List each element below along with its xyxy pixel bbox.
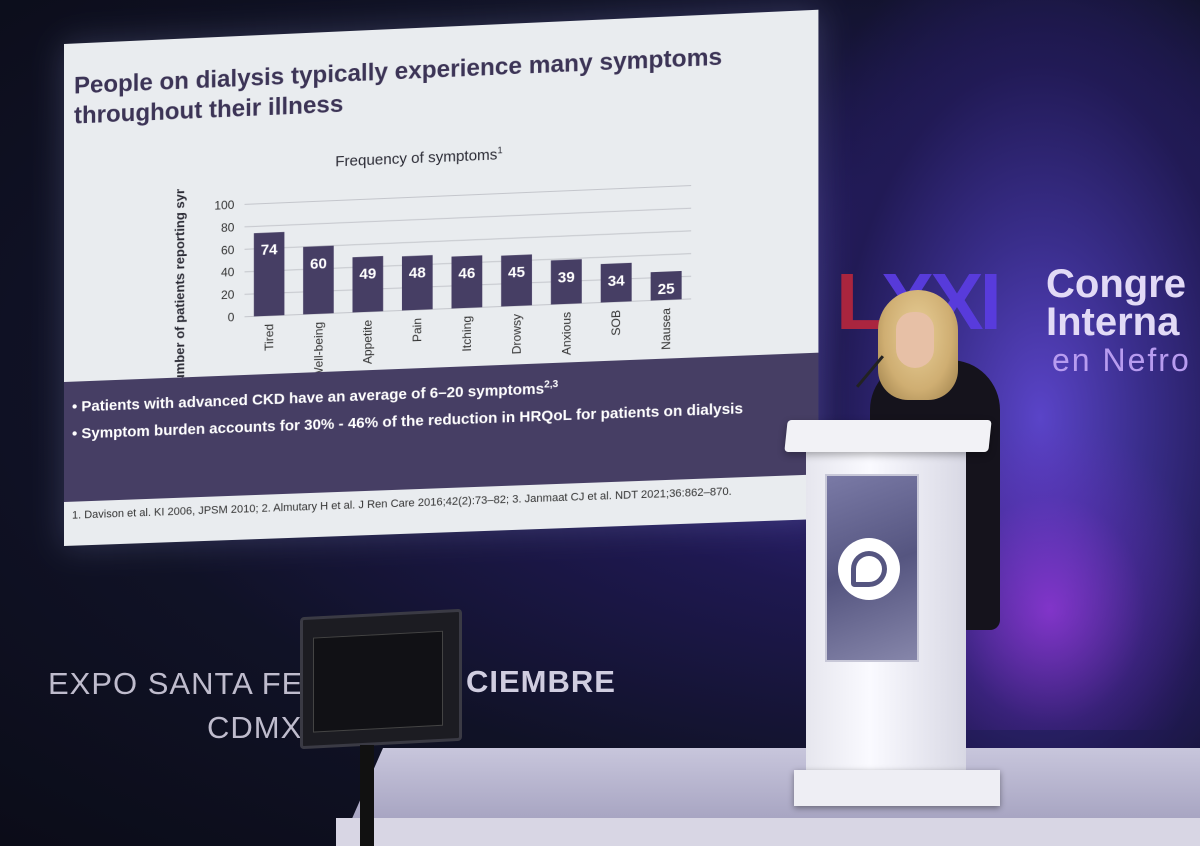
y-axis-label: Number of patients reporting symptom (%) [172, 166, 187, 380]
bar-drowsy [501, 254, 532, 307]
chart-title-sup: 1 [497, 145, 503, 156]
bar-itching [451, 255, 483, 309]
stage-monitor [300, 608, 462, 750]
y-tick-label: 100 [214, 198, 234, 213]
bar-value-label: 45 [508, 264, 525, 282]
projected-slide: People on dialysis typically experience … [64, 9, 819, 546]
kidney-logo-icon [838, 538, 900, 600]
x-category-label: Tired [262, 324, 276, 352]
chart-title: Frequency of symptoms1 [335, 145, 502, 170]
y-tick-label: 20 [221, 288, 235, 303]
y-tick-label: 80 [221, 220, 235, 235]
bar-value-label: 60 [310, 255, 327, 273]
bar-value-label: 74 [261, 241, 278, 259]
bar-value-label: 49 [359, 265, 376, 283]
roman-l: L [836, 257, 885, 346]
x-category-label: Pain [410, 318, 424, 343]
chart-title-text: Frequency of symptoms [335, 146, 498, 171]
bar-nausea [650, 270, 682, 301]
bar-anxious [550, 259, 582, 305]
bar-value-label: 46 [458, 265, 475, 283]
venue-city: CDMX [207, 710, 303, 745]
bar-value-label: 39 [558, 269, 575, 287]
x-category-label: SOB [609, 310, 623, 336]
y-tick-label: 60 [221, 243, 235, 258]
congress-line-2: Interna [1046, 300, 1180, 344]
bar-tired [253, 231, 285, 317]
x-category-label: Anxious [559, 312, 573, 356]
gridline [245, 186, 692, 205]
congress-line-3: en Nefro [1052, 342, 1191, 378]
bar-value-label: 48 [409, 264, 426, 282]
event-dates: CIEMBRE [466, 664, 616, 699]
x-category-label: Nausea [659, 307, 673, 350]
monitor-back-panel [313, 630, 443, 733]
gridline [245, 231, 692, 249]
bar-value-label: 25 [658, 280, 675, 298]
x-category-label: Itching [460, 316, 474, 352]
bar-value-label: 34 [608, 272, 626, 290]
speaker-face [896, 312, 934, 368]
lectern-top [784, 420, 992, 452]
bullet-sup: 2,3 [544, 378, 559, 391]
venue-name: EXPO SANTA FE [48, 666, 304, 701]
x-category-label: Appetite [361, 319, 375, 364]
congress-line-1: Congre [1046, 262, 1186, 306]
gridline [245, 208, 692, 227]
bar-appetite [352, 256, 384, 313]
bar-pain [401, 255, 433, 311]
bar-sob [600, 262, 632, 303]
x-category-label: Drowsy [509, 314, 523, 355]
monitor-stand [360, 745, 374, 846]
lectern-base [794, 770, 1000, 806]
symptom-bar-chart: Number of patients reporting symptom (%)… [172, 166, 712, 380]
y-tick-label: 0 [228, 310, 235, 324]
bar-well-being [303, 245, 334, 315]
slide-title: People on dialysis typically experience … [73, 43, 723, 130]
x-category-label: Well-being [311, 322, 325, 379]
y-tick-label: 40 [221, 265, 235, 280]
stage-edge [336, 818, 1200, 846]
